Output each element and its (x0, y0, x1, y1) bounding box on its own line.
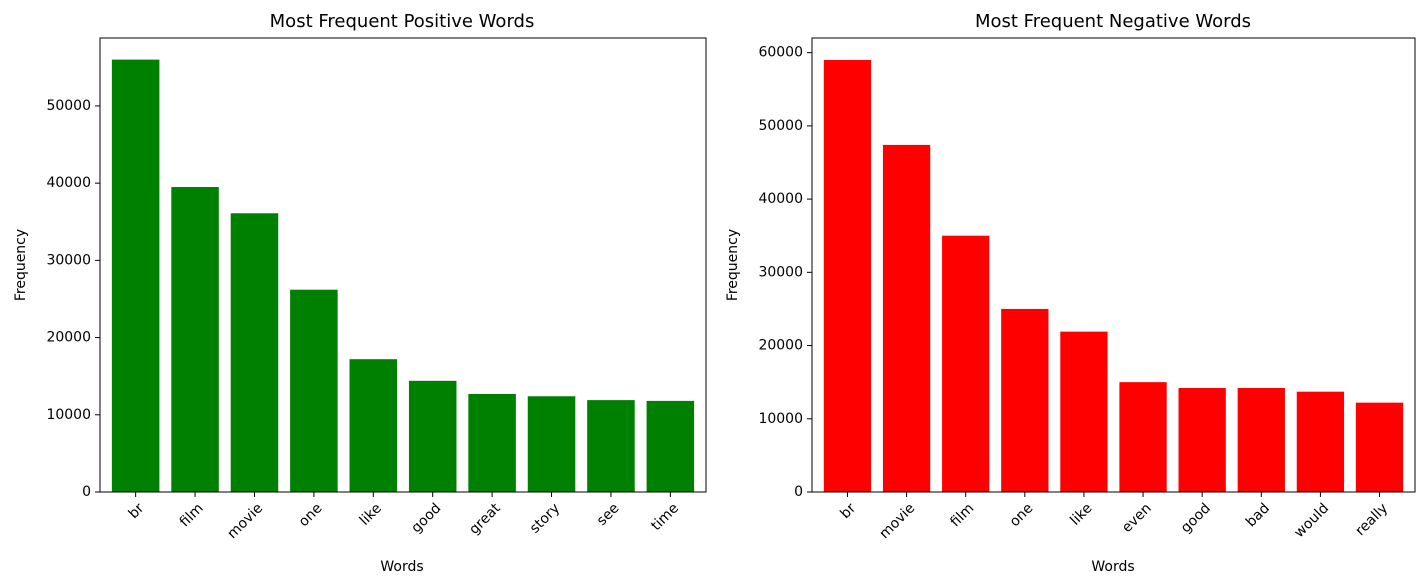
bar-film (171, 187, 219, 492)
y-tick-label: 60000 (758, 45, 803, 61)
x-axis-label: Words (380, 559, 423, 575)
y-tick-label: 30000 (46, 252, 91, 268)
bar-group (823, 59, 1404, 492)
bar-film (942, 235, 990, 492)
chart-title: Most Frequent Positive Words (270, 11, 535, 32)
y-tick-label: 40000 (758, 191, 803, 207)
bar-time (646, 400, 695, 492)
bar-br (823, 59, 872, 492)
y-tick-label: 30000 (758, 264, 803, 280)
bar-one (1001, 308, 1049, 492)
positive-words-chart: Most Frequent Positive Words Words Frequ… (13, 11, 707, 575)
y-axis-label: Frequency (725, 229, 741, 301)
bar-bad (1237, 388, 1285, 492)
x-axis-label: Words (1091, 559, 1134, 575)
y-tick-label: 10000 (758, 411, 803, 427)
y-tick-label: 0 (794, 484, 803, 500)
y-tick-label: 10000 (46, 407, 91, 423)
bar-even (1119, 382, 1167, 492)
bar-movie (882, 144, 931, 492)
y-tick-label: 40000 (46, 175, 91, 191)
y-tick-label: 20000 (758, 338, 803, 354)
plot-frame (811, 37, 1416, 493)
bar-br (111, 59, 160, 493)
bar-good (1178, 388, 1226, 492)
bar-movie (230, 213, 279, 492)
negative-words-chart: Most Frequent Negative Words Words Frequ… (725, 11, 1416, 575)
bar-would (1296, 391, 1345, 492)
y-tick-label: 0 (82, 484, 91, 500)
bar-see (587, 400, 635, 492)
bar-like (1060, 331, 1108, 492)
plot-frame (99, 37, 707, 493)
y-tick-label: 20000 (46, 330, 91, 346)
y-tick-label: 50000 (46, 98, 91, 114)
bar-story (527, 396, 576, 492)
bar-great (468, 393, 516, 492)
bar-one (290, 289, 338, 492)
bar-like (349, 359, 398, 492)
chart-title: Most Frequent Negative Words (975, 11, 1251, 32)
bar-group (111, 59, 695, 493)
y-tick-label: 50000 (758, 118, 803, 134)
y-axis-label: Frequency (13, 229, 29, 301)
bar-really (1355, 402, 1404, 492)
bar-good (408, 380, 457, 492)
